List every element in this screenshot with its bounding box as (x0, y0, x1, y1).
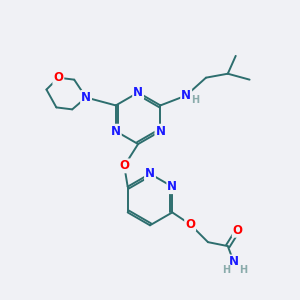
Text: O: O (233, 224, 243, 237)
Text: N: N (133, 86, 143, 99)
Text: N: N (155, 125, 165, 138)
Text: O: O (119, 159, 129, 172)
Text: N: N (111, 125, 121, 138)
Text: N: N (81, 91, 91, 104)
Text: N: N (167, 180, 177, 193)
Text: O: O (53, 71, 63, 84)
Text: N: N (181, 89, 191, 102)
Text: H: H (240, 265, 248, 275)
Text: N: N (229, 256, 239, 268)
Text: O: O (185, 218, 195, 231)
Text: H: H (222, 265, 230, 275)
Text: N: N (145, 167, 155, 180)
Text: H: H (191, 95, 199, 106)
